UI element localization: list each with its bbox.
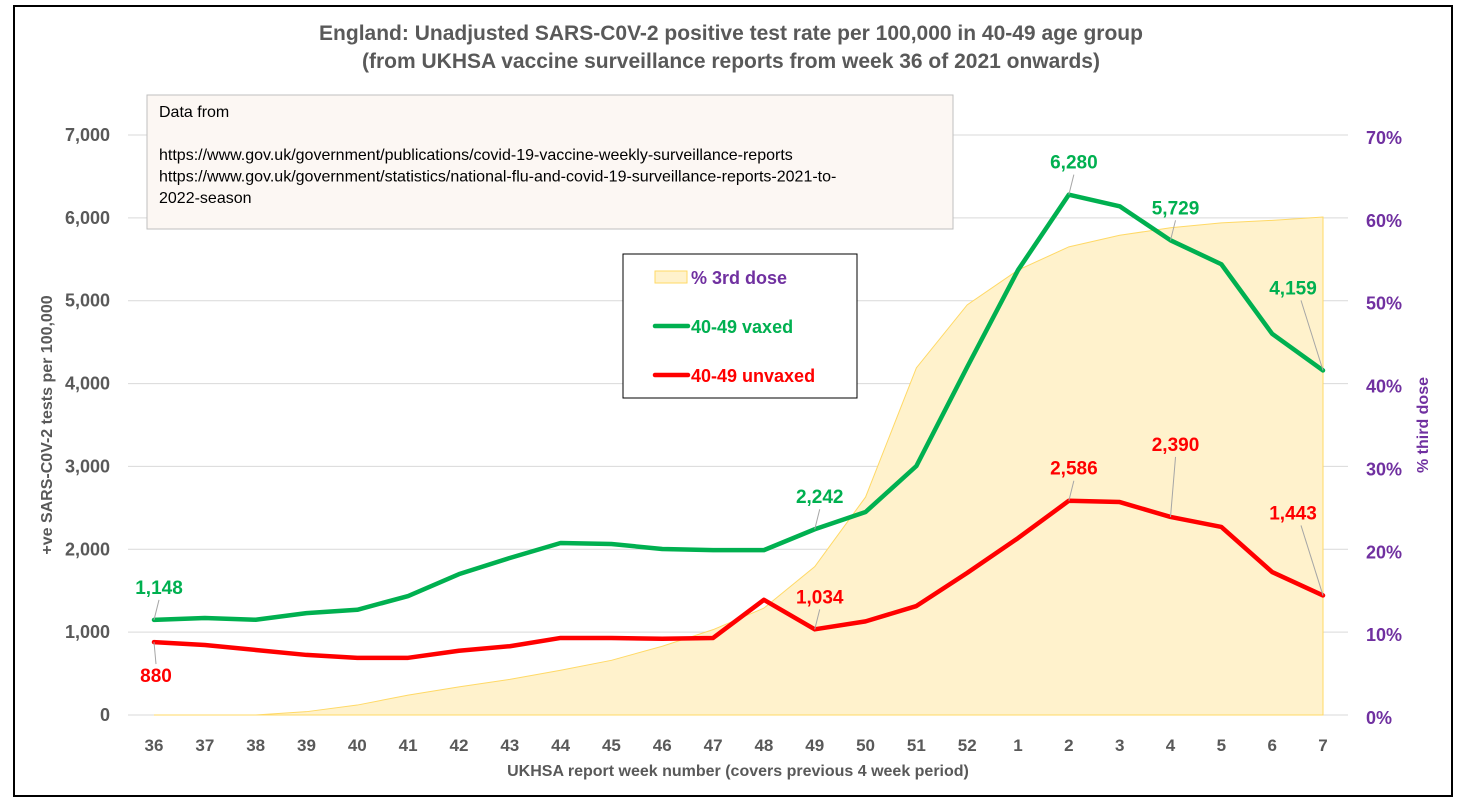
y2-tick-label: 50%: [1366, 294, 1402, 314]
line-series: [151, 192, 1326, 661]
data-label: 2,242: [796, 487, 844, 508]
x-tick-label: 51: [907, 736, 926, 755]
x-tick-label: 45: [602, 736, 621, 755]
leader-line: [1068, 174, 1075, 195]
y-tick-label: 3,000: [65, 456, 110, 476]
annotation-line: 2022-season: [159, 190, 252, 207]
x-tick-label: 48: [754, 736, 773, 755]
leader-line: [1300, 525, 1324, 596]
leader-line: [1170, 456, 1177, 518]
data-label: 2,390: [1152, 435, 1200, 456]
x-tick-label: 39: [297, 736, 316, 755]
data-label: 1,148: [135, 578, 183, 599]
data-label: 1,443: [1269, 503, 1317, 524]
y2-tick-label: 30%: [1366, 459, 1402, 479]
data-labels: 1,148 2,242 6,280 5,729 4,159 880 1,034 2,586 2,…: [135, 153, 1324, 687]
leader-line: [814, 509, 821, 530]
y-tick-label: 0: [100, 705, 110, 725]
annotation-line: https://www.gov.uk/government/statistics…: [159, 169, 836, 186]
area-series: [154, 216, 1324, 716]
legend-label: 40-49 vaxed: [691, 317, 793, 337]
leader-line: [814, 609, 821, 630]
leader-line: [1068, 480, 1075, 501]
x-tick-label: 37: [195, 736, 214, 755]
x-tick-label: 2: [1064, 736, 1073, 755]
x-tick-label: 46: [653, 736, 672, 755]
data-label: 6,280: [1050, 153, 1098, 174]
x-tick-label: 49: [805, 736, 824, 755]
legend-swatch-area: [654, 270, 688, 284]
y2-tick-label: 10%: [1366, 625, 1402, 645]
axes: 0 1,000 2,000 3,000 4,000 5,000 6,000 7,000 0% 10…: [65, 125, 1402, 755]
y2-axis-title: % third dose: [1415, 377, 1432, 473]
y-tick-label: 1,000: [65, 622, 110, 642]
data-label: 2,586: [1050, 459, 1098, 480]
y2-tick-label: 40%: [1366, 377, 1402, 397]
x-tick-label: 50: [856, 736, 875, 755]
x-tick-label: 47: [704, 736, 723, 755]
data-label: 5,729: [1152, 198, 1200, 219]
x-tick-label: 3: [1115, 736, 1124, 755]
legend-label: 40-49 unvaxed: [691, 366, 815, 386]
data-label: 4,159: [1269, 278, 1317, 299]
leader-line: [1170, 220, 1177, 241]
line-40-49-vaxed: [151, 192, 1326, 623]
annotation-box-bg: [146, 94, 954, 230]
data-label: 880: [140, 666, 172, 687]
x-tick-label: 40: [348, 736, 367, 755]
x-tick-label: 4: [1166, 736, 1176, 755]
legend: % 3rd dose 40-49 vaxed 40-49 unvaxed: [622, 253, 858, 399]
leader-line: [1300, 300, 1324, 371]
annotation-line: https://www.gov.uk/government/publicatio…: [159, 147, 793, 164]
y-tick-label: 4,000: [65, 374, 110, 394]
area-3rd-dose: [154, 216, 1324, 716]
x-tick-label: 36: [145, 736, 164, 755]
y-axis-title: +ve SARS-C0V-2 tests per 100,000: [39, 295, 56, 554]
y2-tick-label: 0%: [1366, 708, 1392, 728]
x-tick-label: 44: [551, 736, 570, 755]
chart-subtitle: (from UKHSA vaccine surveillance reports…: [362, 50, 1100, 73]
y2-tick-label: 70%: [1366, 128, 1402, 148]
x-tick-label: 43: [500, 736, 519, 755]
y-tick-label: 2,000: [65, 539, 110, 559]
y-tick-label: 7,000: [65, 125, 110, 145]
x-tick-label: 6: [1267, 736, 1276, 755]
x-tick-label: 7: [1318, 736, 1327, 755]
line-40-49-unvaxed: [151, 498, 1326, 661]
x-tick-label: 41: [399, 736, 418, 755]
x-tick-label: 52: [958, 736, 977, 755]
x-tick-label: 42: [449, 736, 468, 755]
data-label: 1,034: [796, 587, 844, 608]
y2-tick-label: 60%: [1366, 211, 1402, 231]
leader-line: [153, 599, 160, 621]
x-tick-label: 38: [246, 736, 265, 755]
x-axis-title: UKHSA report week number (covers previou…: [507, 763, 969, 780]
leader-line: [153, 642, 157, 665]
x-tick-label: 1: [1013, 736, 1022, 755]
annotation-line: Data from: [159, 104, 229, 121]
y2-tick-label: 20%: [1366, 542, 1402, 562]
x-tick-label: 5: [1217, 736, 1226, 755]
chart-title: England: Unadjusted SARS-C0V-2 positive …: [319, 22, 1143, 45]
annotation-box: Data from https://www.gov.uk/government/p…: [146, 94, 954, 230]
y-tick-label: 6,000: [65, 208, 110, 228]
legend-label: % 3rd dose: [691, 268, 787, 288]
y-tick-label: 5,000: [65, 291, 110, 311]
